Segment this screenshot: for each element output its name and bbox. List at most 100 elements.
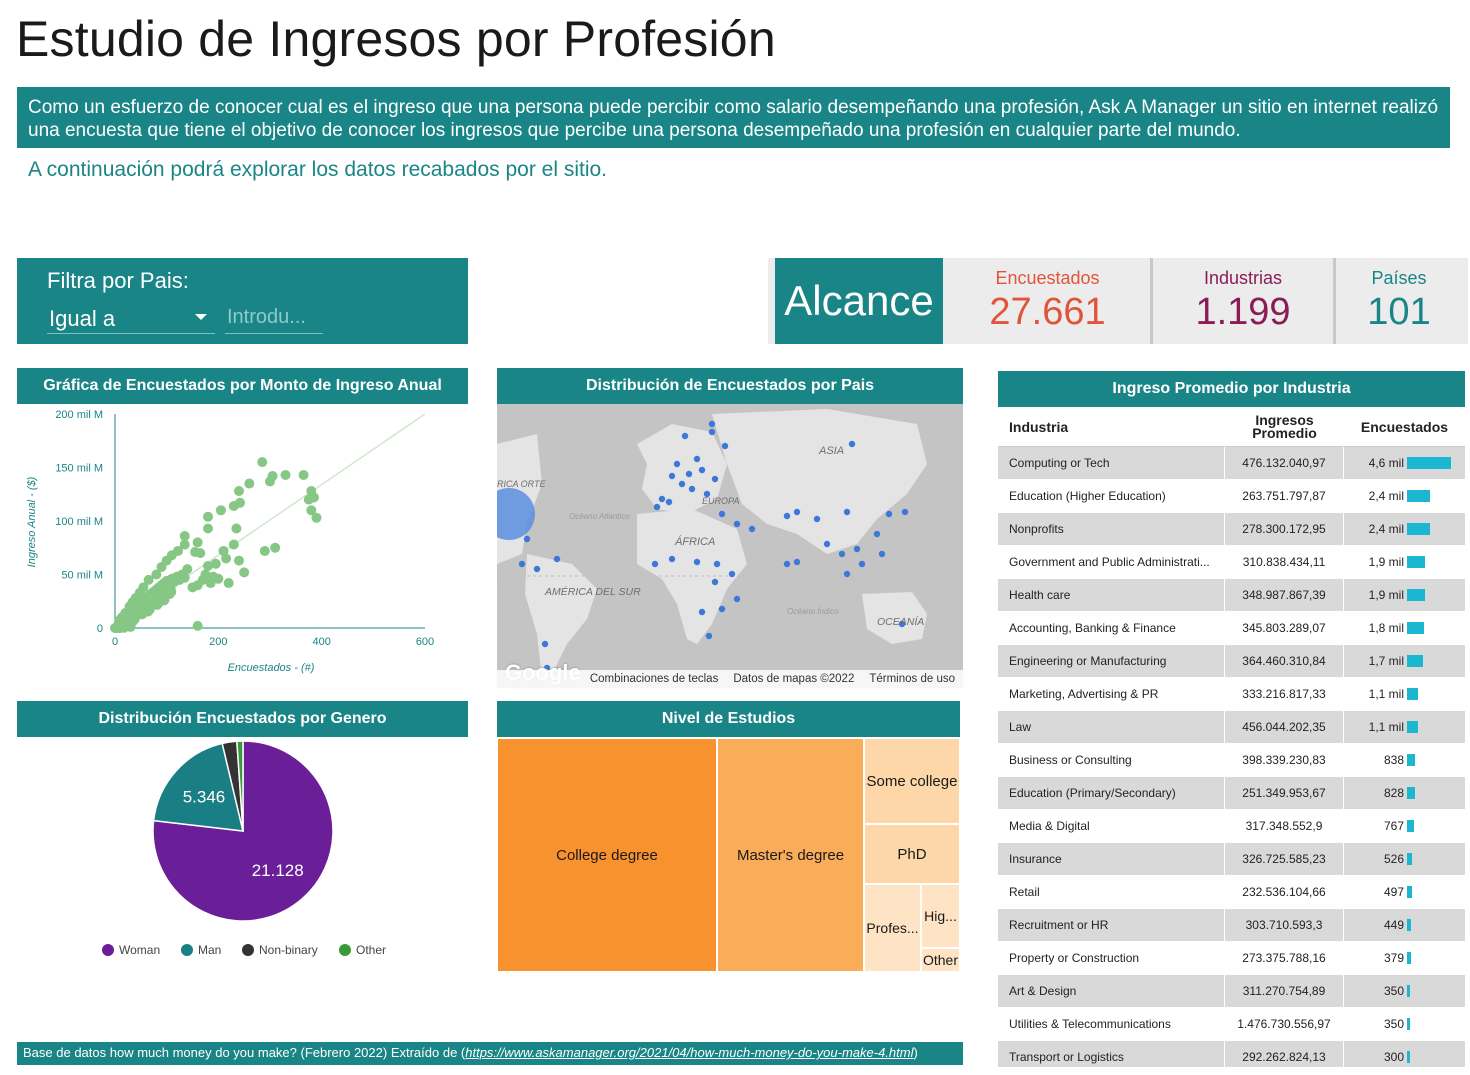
- table-row[interactable]: Education (Higher Education) 263.751.797,…: [998, 480, 1465, 513]
- table-row[interactable]: Retail 232.536.104,66 497: [998, 876, 1465, 909]
- filter-value-input[interactable]: [225, 302, 323, 334]
- scatter-point: [192, 537, 203, 548]
- map-country-marker[interactable]: [713, 560, 721, 568]
- pie-slice[interactable]: [152, 742, 244, 832]
- table-row[interactable]: Recruitment or HR 303.710.593,3 449: [998, 909, 1465, 942]
- map-country-marker[interactable]: [783, 560, 791, 568]
- map-country-marker[interactable]: [673, 460, 681, 468]
- respondents-bar: [1407, 589, 1426, 601]
- y-tick-label: 0: [97, 623, 103, 635]
- map-country-marker[interactable]: [853, 545, 861, 553]
- map-country-marker[interactable]: [541, 640, 549, 648]
- filter-operator-dropdown[interactable]: Igual a: [47, 302, 215, 334]
- scatter-point: [265, 476, 275, 487]
- map-country-marker[interactable]: [711, 475, 719, 483]
- treemap-cell[interactable]: Master's degree: [717, 738, 864, 972]
- table-row[interactable]: Art & Design 311.270.754,89 350: [998, 975, 1465, 1008]
- map-country-marker[interactable]: [705, 632, 713, 640]
- map-country-marker[interactable]: [708, 428, 716, 436]
- column-header-industry[interactable]: Industria: [1009, 418, 1069, 435]
- map-country-marker[interactable]: [733, 595, 741, 603]
- map-country-marker[interactable]: [658, 495, 666, 503]
- table-row[interactable]: Government and Public Administrati... 310…: [998, 546, 1465, 579]
- table-row[interactable]: Utilities & Telecommunications 1.476.730.…: [998, 1008, 1465, 1041]
- map-country-marker[interactable]: [748, 525, 756, 533]
- map-country-marker[interactable]: [708, 420, 716, 428]
- map-country-marker[interactable]: [898, 620, 906, 628]
- treemap-cell[interactable]: College degree: [497, 738, 717, 972]
- map-country-marker[interactable]: [843, 570, 851, 578]
- table-row[interactable]: Engineering or Manufacturing 364.460.310,…: [998, 645, 1465, 678]
- treemap-cell[interactable]: Hig...: [921, 884, 960, 948]
- table-row[interactable]: Marketing, Advertising & PR 333.216.817,3…: [998, 678, 1465, 711]
- map-country-marker[interactable]: [878, 550, 886, 558]
- world-map[interactable]: ASIA ÁFRICA AMÉRICA DEL SUR OCEANÍA Océa…: [497, 404, 963, 688]
- map-country-marker[interactable]: [693, 455, 701, 463]
- map-country-marker[interactable]: [543, 664, 551, 672]
- map-country-marker[interactable]: [653, 503, 661, 511]
- map-country-marker[interactable]: [668, 472, 676, 480]
- scatter-point: [270, 542, 281, 553]
- column-header-avg-income[interactable]: Ingresos Promedio: [1252, 411, 1317, 441]
- map-country-marker[interactable]: [698, 466, 706, 474]
- map-country-marker[interactable]: [848, 440, 856, 448]
- map-country-marker[interactable]: [518, 560, 526, 568]
- table-row[interactable]: Property or Construction 273.375.788,16 37…: [998, 942, 1465, 975]
- map-country-marker[interactable]: [693, 558, 701, 566]
- map-country-marker[interactable]: [703, 490, 711, 498]
- map-country-marker[interactable]: [553, 555, 561, 563]
- map-country-marker[interactable]: [681, 432, 689, 440]
- map-country-marker[interactable]: [678, 480, 686, 488]
- map-country-marker[interactable]: [721, 442, 729, 450]
- respondents-bar: [1407, 622, 1425, 634]
- map-country-marker[interactable]: [685, 470, 693, 478]
- table-row[interactable]: Accounting, Banking & Finance 345.803.289…: [998, 612, 1465, 645]
- map-country-marker[interactable]: [843, 508, 851, 516]
- map-country-marker[interactable]: [858, 560, 866, 568]
- treemap-cell[interactable]: PhD: [864, 824, 960, 884]
- table-row[interactable]: Computing or Tech 476.132.040,97 4,6 mil: [998, 447, 1465, 480]
- map-country-marker[interactable]: [901, 508, 909, 516]
- map-country-marker[interactable]: [793, 508, 801, 516]
- table-row[interactable]: Education (Primary/Secondary) 251.349.953…: [998, 777, 1465, 810]
- map-country-marker[interactable]: [838, 550, 846, 558]
- map-country-marker[interactable]: [523, 535, 531, 543]
- table-row[interactable]: Health care 348.987.867,39 1,9 mil: [998, 579, 1465, 612]
- map-country-marker[interactable]: [733, 520, 741, 528]
- table-row[interactable]: Insurance 326.725.585,23 526: [998, 843, 1465, 876]
- map-country-marker[interactable]: [651, 560, 659, 568]
- map-country-marker[interactable]: [873, 530, 881, 538]
- treemap-cell[interactable]: Some college: [864, 738, 960, 824]
- map-country-marker[interactable]: [711, 578, 719, 586]
- scatter-point: [119, 622, 130, 633]
- table-row[interactable]: Transport or Logistics 292.262.824,13 300: [998, 1041, 1465, 1067]
- table-row[interactable]: Business or Consulting 398.339.230,83 838: [998, 744, 1465, 777]
- map-terms-link[interactable]: Términos de uso: [869, 673, 955, 685]
- map-country-marker[interactable]: [823, 540, 831, 548]
- map-country-marker[interactable]: [718, 605, 726, 613]
- table-row[interactable]: Media & Digital 317.348.552,9 767: [998, 810, 1465, 843]
- map-country-marker[interactable]: [728, 570, 736, 578]
- map-country-marker[interactable]: [698, 608, 706, 616]
- table-row[interactable]: Nonprofits 278.300.172,95 2,4 mil: [998, 513, 1465, 546]
- treemap-cell[interactable]: Other: [921, 948, 960, 972]
- treemap-cell[interactable]: Profes...: [864, 884, 921, 972]
- map-country-marker[interactable]: [813, 515, 821, 523]
- industry-respondents: 379: [1383, 951, 1404, 965]
- respondents-bar: [1407, 886, 1412, 898]
- map-country-marker[interactable]: [793, 558, 801, 566]
- map-country-marker[interactable]: [783, 512, 791, 520]
- map-country-marker[interactable]: [718, 510, 726, 518]
- map-country-marker[interactable]: [665, 498, 673, 506]
- map-country-marker[interactable]: [885, 510, 893, 518]
- map-shortcuts-link[interactable]: Combinaciones de teclas: [589, 673, 719, 685]
- source-link[interactable]: https://www.askamanager.org/2021/04/how-…: [465, 1045, 914, 1060]
- map-country-marker[interactable]: [668, 555, 676, 563]
- industry-respondents: 1,1 mil: [1368, 687, 1404, 701]
- map-country-marker[interactable]: [688, 485, 696, 493]
- kpi-respondents: Encuestados 27.661: [945, 258, 1150, 344]
- map-country-marker[interactable]: [533, 565, 541, 573]
- table-row[interactable]: Law 456.044.202,35 1,1 mil: [998, 711, 1465, 744]
- column-header-respondents[interactable]: Encuestados: [1360, 418, 1449, 435]
- pie-slice[interactable]: [236, 740, 244, 832]
